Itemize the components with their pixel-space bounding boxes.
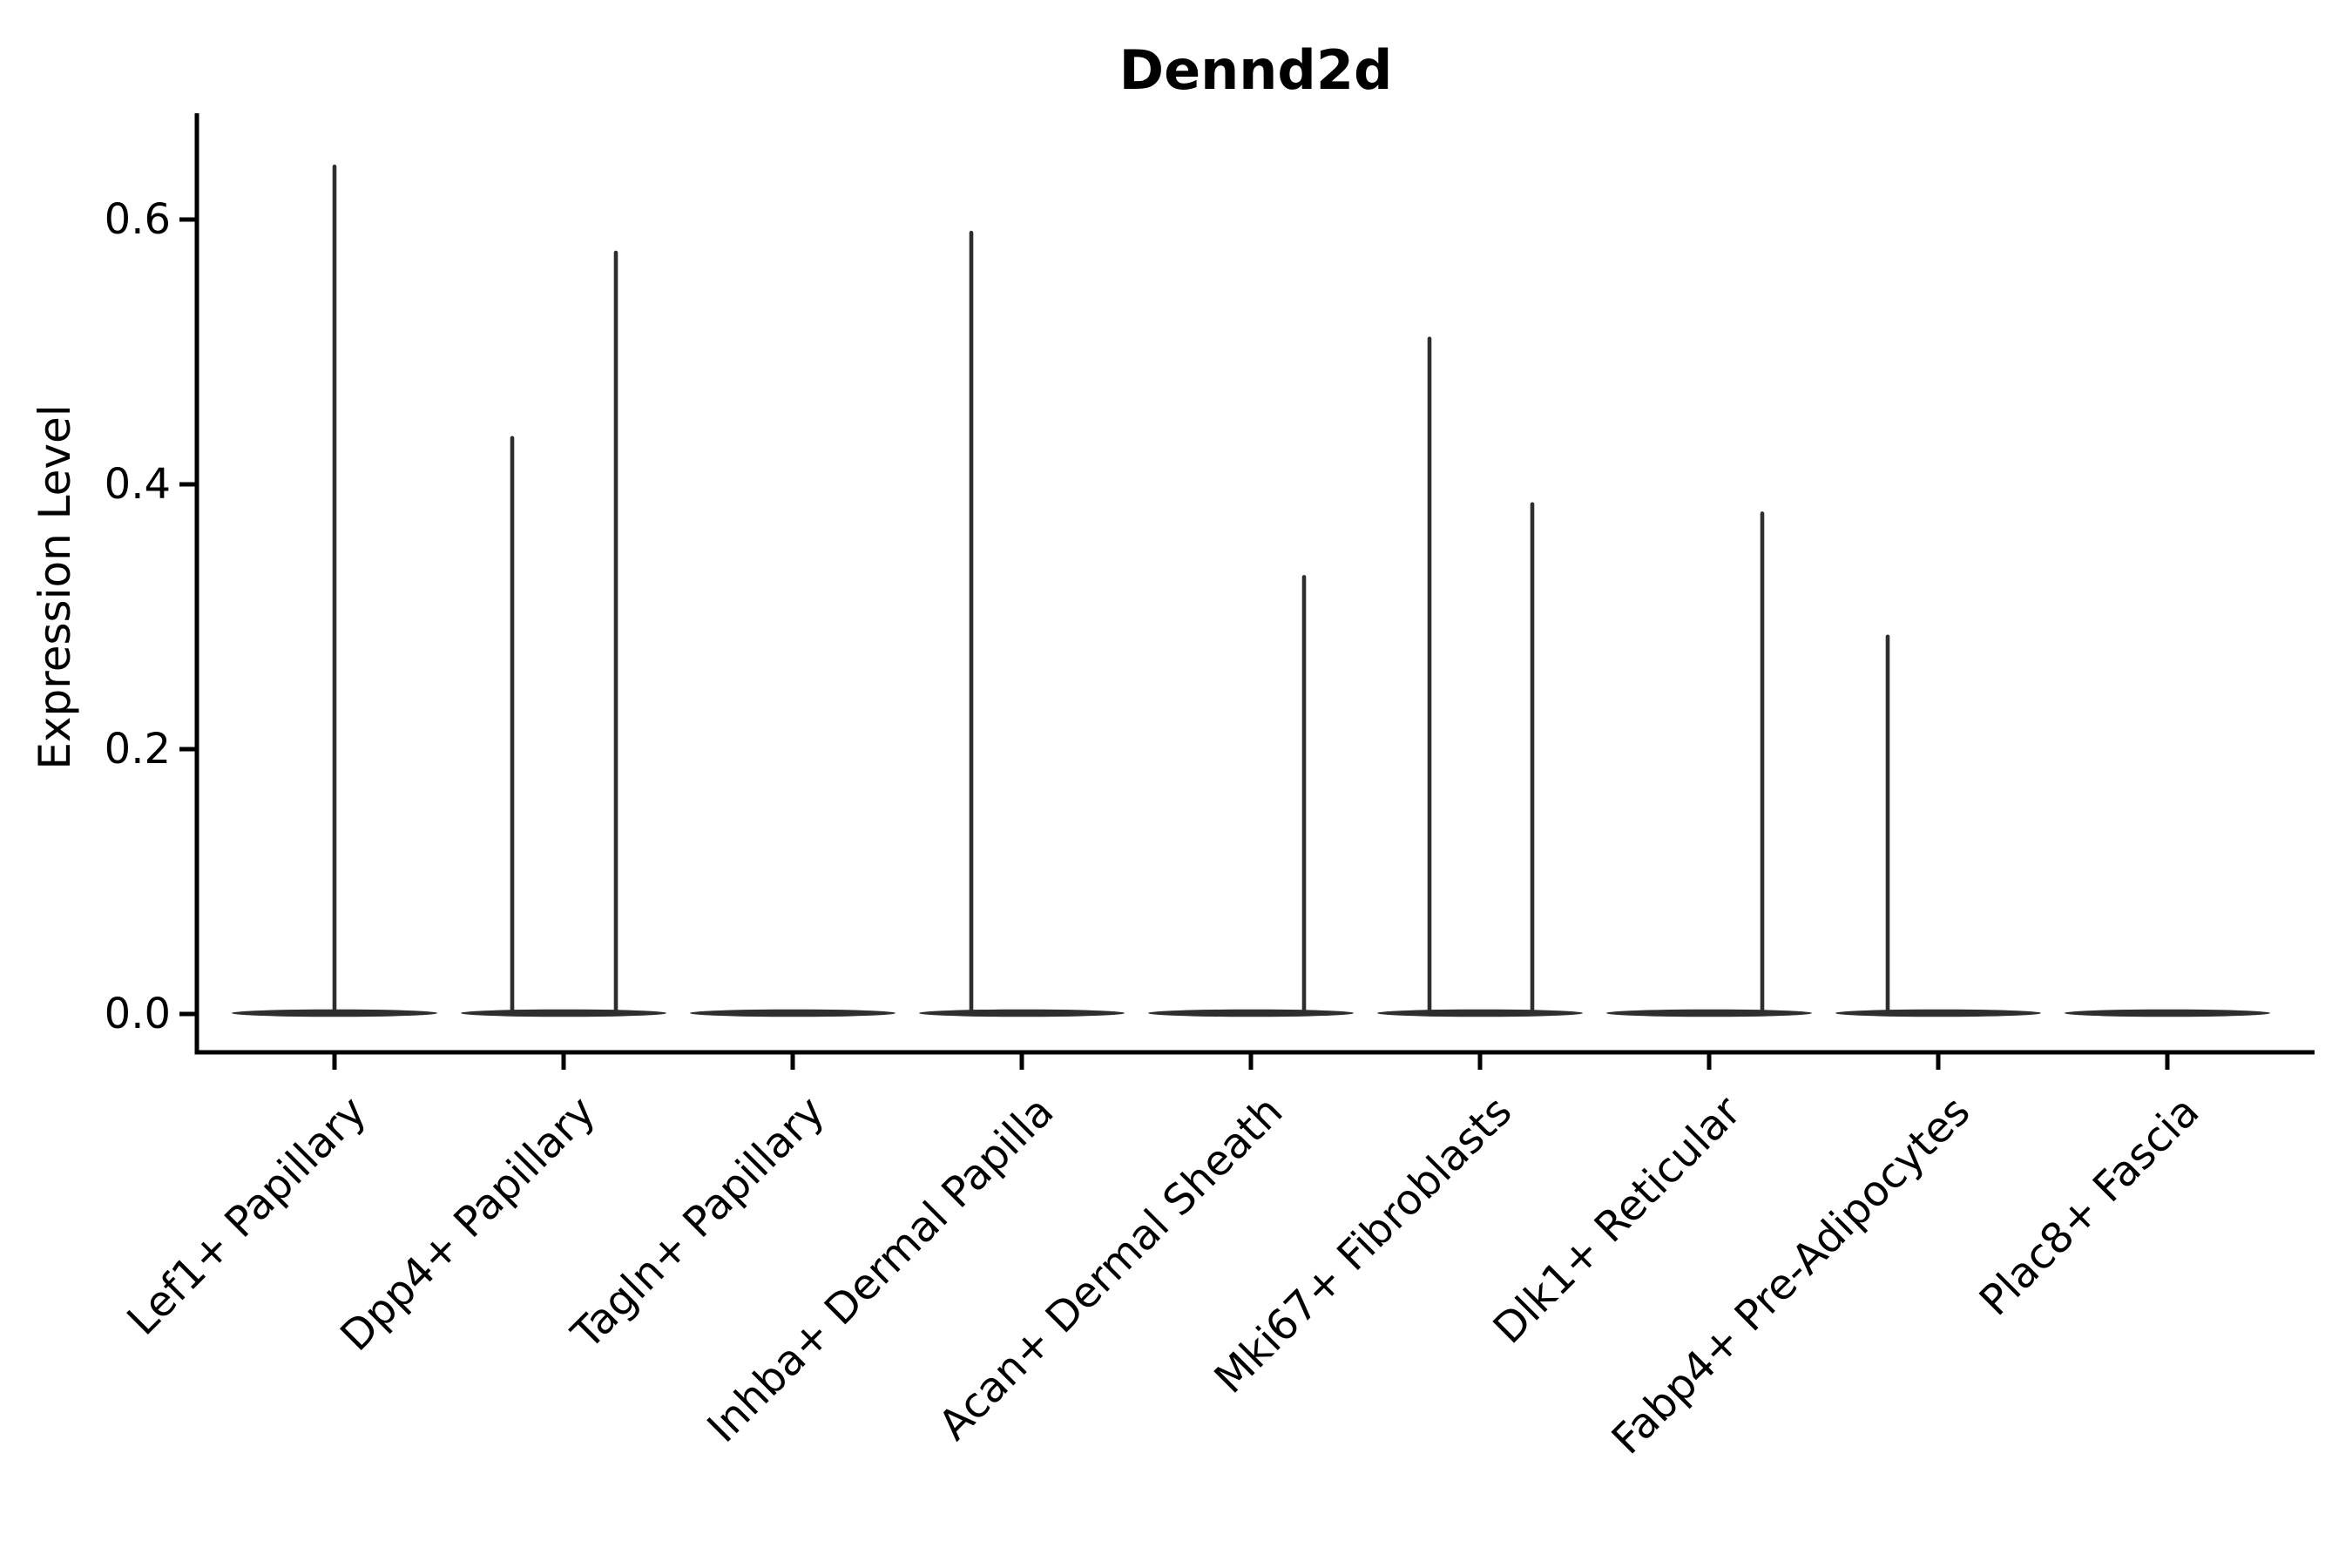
y-tick-label: 0.6 xyxy=(105,195,171,244)
x-tick-label: Plac8+ Fascia xyxy=(1970,1087,2209,1326)
violin-body-1 xyxy=(461,1009,666,1017)
violin-body-5 xyxy=(1377,1009,1583,1017)
chart-title: Dennd2d xyxy=(1119,38,1393,102)
violin-body-8 xyxy=(2065,1009,2270,1017)
x-tick-label: Dlk1+ Reticular xyxy=(1484,1087,1751,1354)
x-tick-label: Lef1+ Papillary xyxy=(118,1087,375,1345)
x-tick-label: Tagln+ Papillary xyxy=(562,1087,834,1359)
violin-body-2 xyxy=(690,1009,896,1017)
x-tick-label: Dpp4+ Papillary xyxy=(331,1087,605,1361)
y-tick-label: 0.4 xyxy=(105,460,171,509)
violin-body-7 xyxy=(1835,1009,2041,1017)
violin-body-4 xyxy=(1148,1009,1354,1017)
y-tick-label: 0.2 xyxy=(105,725,171,774)
y-tick-label: 0.0 xyxy=(105,990,171,1038)
violin-body-6 xyxy=(1606,1009,1812,1017)
violin-body-3 xyxy=(919,1009,1125,1017)
